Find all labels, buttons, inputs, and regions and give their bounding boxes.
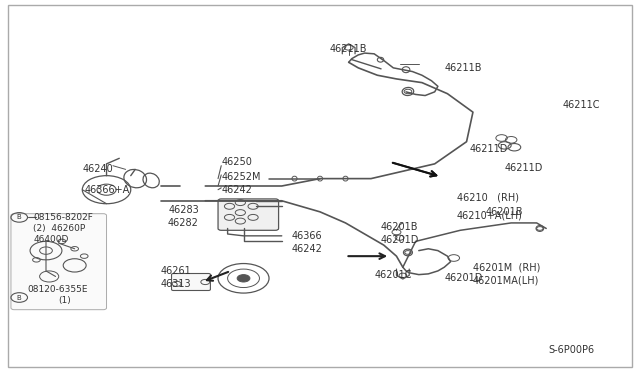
Text: 46283: 46283 [168, 205, 199, 215]
FancyBboxPatch shape [11, 214, 106, 310]
Text: 46211D: 46211D [470, 144, 508, 154]
Text: 46201D: 46201D [381, 234, 419, 244]
Text: 46201M  (RH): 46201M (RH) [473, 262, 540, 272]
Text: 46211C: 46211C [562, 100, 600, 110]
Text: (1): (1) [59, 296, 72, 305]
Text: 46366+A: 46366+A [84, 185, 129, 195]
Text: 46211D: 46211D [505, 163, 543, 173]
Text: S-6P00P6: S-6P00P6 [548, 345, 594, 355]
Text: 46261: 46261 [161, 266, 191, 276]
Text: 46240: 46240 [82, 164, 113, 174]
Text: 46201B: 46201B [381, 222, 418, 232]
Text: 46201D: 46201D [444, 273, 483, 283]
FancyBboxPatch shape [218, 199, 278, 230]
Text: 46201MA(LH): 46201MA(LH) [473, 275, 540, 285]
Circle shape [237, 275, 250, 282]
Text: 46400D: 46400D [33, 235, 68, 244]
Text: 46242: 46242 [221, 185, 252, 195]
Text: 08156-8202F: 08156-8202F [33, 213, 93, 222]
Text: 46210+A(LH): 46210+A(LH) [457, 211, 523, 221]
Text: 46242: 46242 [291, 244, 322, 254]
Text: 46366: 46366 [291, 231, 322, 241]
Text: 46211B: 46211B [330, 44, 367, 54]
Text: 46250: 46250 [221, 157, 252, 167]
Text: 46252M: 46252M [221, 172, 260, 182]
Text: B: B [17, 214, 22, 220]
Text: 46211B: 46211B [444, 63, 482, 73]
Text: 46313: 46313 [161, 279, 191, 289]
Text: 46201C: 46201C [374, 270, 412, 280]
Text: (2)  46260P: (2) 46260P [33, 224, 86, 233]
FancyBboxPatch shape [172, 273, 211, 291]
Text: B: B [17, 295, 22, 301]
Text: 46210   (RH): 46210 (RH) [457, 192, 519, 202]
Text: 46282: 46282 [168, 218, 199, 228]
Text: 08120-6355E: 08120-6355E [27, 285, 88, 294]
Text: 46201B: 46201B [486, 207, 523, 217]
